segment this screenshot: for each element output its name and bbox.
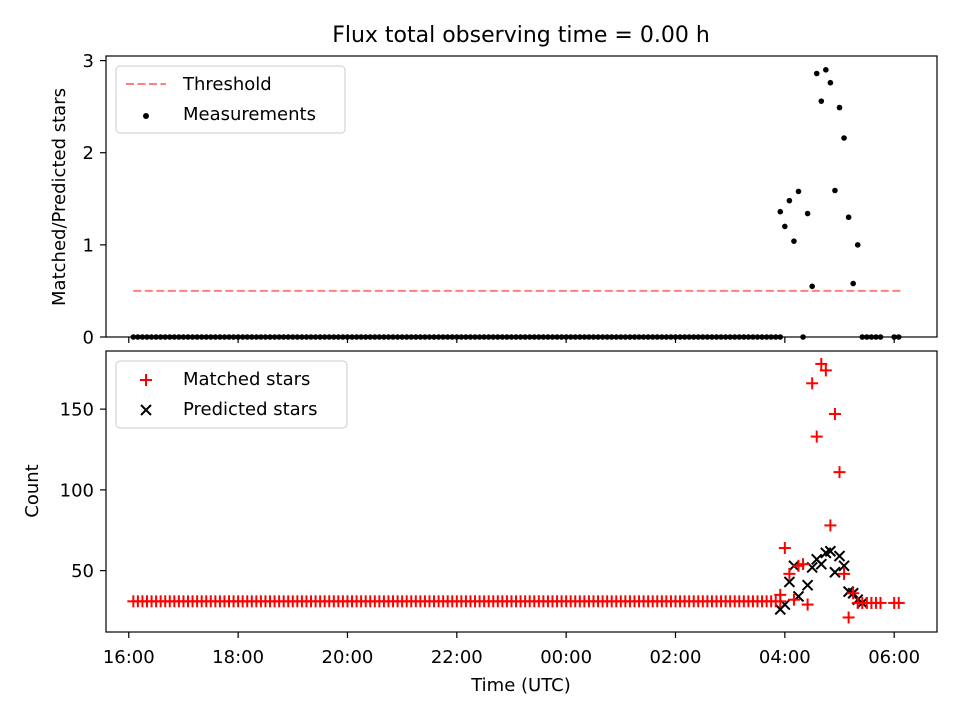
matched-point (824, 519, 837, 532)
matched-point (842, 611, 855, 624)
x-tick-label: 22:00 (431, 647, 483, 668)
legend-measurements-label: Measurements (183, 104, 316, 125)
measurement-point (795, 188, 802, 195)
measurement-point (832, 187, 838, 194)
matched-point (797, 558, 810, 571)
legend-matched-label: Matched stars (183, 369, 310, 390)
matched-point (828, 407, 841, 420)
bottom-y-tick-label: 100 (60, 480, 94, 501)
measurement-point (841, 135, 847, 141)
matched-point (892, 596, 905, 609)
measurement-point (818, 98, 825, 104)
x-tick-label: 04:00 (759, 647, 811, 668)
predicted-point (833, 550, 846, 562)
legend-predicted-swatch (140, 404, 152, 416)
bottom-axes-frame (105, 350, 938, 633)
matched-point (833, 466, 846, 479)
bottom-legend-box (115, 360, 348, 429)
legend-matched-swatch (140, 374, 152, 386)
top-y-tick-label: 3 (83, 51, 94, 72)
top-y-tick-label: 1 (83, 235, 94, 256)
bottom-y-axis: 50 100 150 (60, 400, 106, 582)
top-axes-frame (105, 55, 938, 338)
matched-point (801, 598, 814, 611)
predicted-point (783, 576, 796, 588)
top-legend-box (115, 65, 346, 134)
matched-point (787, 593, 800, 606)
predicted-point (824, 545, 837, 557)
bottom-y-axis-label: Count (22, 464, 43, 517)
measurement-point (827, 79, 834, 86)
bottom-panel: 50 100 150 16:00 18:00 20:00 22:00 00:00 02:00 0… (22, 337, 938, 696)
predicted-point (815, 558, 827, 570)
measurement-point (854, 242, 861, 248)
matched-point (838, 567, 851, 580)
matched-point (806, 377, 819, 390)
top-legend: Threshold Measurements (115, 65, 346, 134)
legend-threshold-label: Threshold (182, 74, 272, 95)
top-y-tick-label: 0 (83, 328, 94, 349)
matched-point (774, 588, 787, 601)
predicted-point (829, 566, 841, 578)
x-tick-label: 00:00 (540, 647, 592, 668)
chart-title: Flux total observing time = 0.00 h (332, 23, 710, 48)
x-tick-label: 02:00 (650, 647, 702, 668)
measurement-point (786, 197, 793, 204)
x-tick-label: 20:00 (322, 647, 374, 668)
top-panel: 0 1 2 3 Matched/Predicted stars Threshold M… (49, 51, 938, 349)
legend-measurements-swatch (143, 113, 149, 119)
bottom-y-tick-label: 50 (71, 561, 94, 582)
measurement-point (836, 104, 843, 111)
bottom-plot-area (127, 357, 905, 624)
measurement-point (791, 238, 797, 244)
measurement-point (782, 223, 788, 230)
top-y-axis-label: Matched/Predicted stars (49, 88, 70, 306)
top-y-tick-label: 2 (83, 143, 94, 164)
bottom-y-tick-label: 150 (60, 400, 94, 421)
matched-point (778, 542, 791, 555)
measurement-point (823, 67, 829, 73)
matched-point (874, 596, 887, 609)
legend-predicted-label: Predicted stars (183, 399, 317, 420)
matched-point (819, 364, 832, 377)
matched-point (815, 357, 828, 370)
x-tick-label: 18:00 (212, 647, 264, 668)
x-axis: 16:00 18:00 20:00 22:00 00:00 02:00 04:00 06:00 (103, 337, 920, 668)
matched-point (847, 587, 860, 600)
matched-point (783, 567, 796, 580)
measurement-point (813, 70, 820, 77)
measurement-point (809, 283, 815, 290)
matched-point (810, 430, 823, 443)
measurement-point (804, 210, 811, 217)
predicted-point (801, 579, 814, 591)
measurement-point (850, 280, 856, 287)
measurement-point (845, 214, 852, 221)
bottom-legend: Matched stars Predicted stars (115, 360, 348, 429)
top-y-axis: 0 1 2 3 (83, 51, 106, 349)
x-tick-label: 06:00 (868, 647, 920, 668)
x-tick-label: 16:00 (103, 647, 155, 668)
x-axis-label: Time (UTC) (470, 675, 571, 696)
predicted-point (838, 560, 850, 572)
measurement-point (777, 208, 784, 215)
